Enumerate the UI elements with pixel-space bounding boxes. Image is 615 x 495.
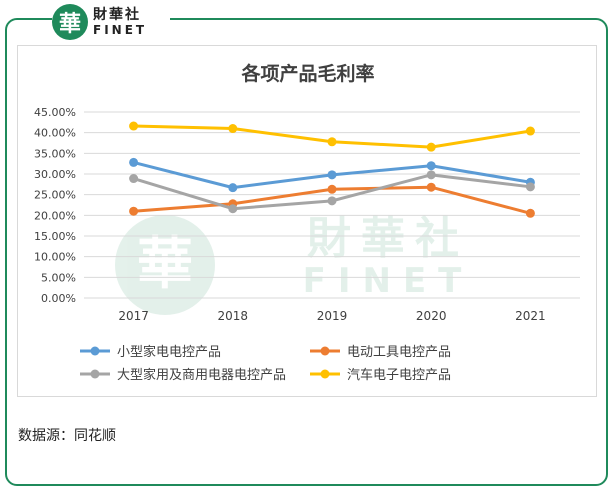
y-tick-label: 15.00%: [34, 230, 76, 243]
legend-marker: [320, 369, 330, 379]
watermark-circle: [115, 215, 215, 315]
chart-container: 華 財華社 FINET 各项产品毛利率 0.00% 5.00% 10.00% 15.0…: [17, 45, 597, 397]
line-chart: 華 財華社 FINET 各项产品毛利率 0.00% 5.00% 10.00% 15.0…: [34, 62, 580, 383]
outer-frame: [5, 18, 608, 486]
data-point: [426, 161, 436, 171]
data-point: [426, 170, 436, 180]
data-point: [327, 137, 337, 147]
x-tick-label: 2021: [515, 309, 546, 323]
watermark: 華 財華社 FINET: [115, 213, 474, 315]
brand-name-en: FINET: [93, 23, 148, 37]
legend-marker: [90, 346, 100, 356]
brand-text: 財華社 FINET: [93, 8, 147, 36]
y-tick-label: 5.00%: [41, 271, 76, 284]
legend-label: 电动工具电控产品: [347, 345, 451, 360]
legend-marker: [320, 346, 330, 356]
data-point: [327, 196, 337, 206]
data-point: [426, 182, 436, 192]
x-tick-label: 2018: [218, 309, 249, 323]
data-point: [525, 208, 535, 218]
data-point: [228, 204, 238, 214]
x-tick-label: 2019: [317, 309, 348, 323]
watermark-mark: 華: [137, 231, 193, 297]
data-point: [327, 184, 337, 194]
data-point: [426, 142, 436, 152]
y-tick-label: 30.00%: [34, 168, 76, 181]
series: [129, 121, 535, 152]
brand-name-cn: 財華社: [93, 7, 141, 23]
y-tick-label: 10.00%: [34, 251, 76, 264]
legend-label: 大型家用及商用电器电控产品: [117, 367, 286, 383]
data-point: [129, 206, 139, 216]
x-tick-label: 2020: [416, 309, 447, 323]
legend-label: 汽车电子电控产品: [347, 367, 451, 383]
data-point: [228, 183, 238, 193]
brand-mark: 華: [52, 4, 88, 40]
y-tick-label: 25.00%: [34, 189, 76, 202]
series: [129, 170, 535, 214]
data-point: [129, 121, 139, 131]
data-point: [525, 182, 535, 192]
y-tick-label: 35.00%: [34, 147, 76, 160]
x-axis: 2017 2018 2019 2020 2021: [118, 309, 545, 323]
chart-title: 各项产品毛利率: [240, 62, 374, 85]
legend-item: 电动工具电控产品: [310, 345, 451, 360]
data-point: [228, 124, 238, 134]
watermark-name-cn: 財華社: [307, 213, 469, 264]
legend-item: 大型家用及商用电器电控产品: [80, 367, 286, 383]
y-axis: 0.00% 5.00% 10.00% 15.00% 20.00% 25.00% 30.00%…: [34, 106, 76, 305]
x-tick-label: 2017: [118, 309, 149, 323]
legend-label: 小型家电电控产品: [117, 344, 221, 360]
y-tick-label: 40.00%: [34, 127, 76, 140]
data-point: [129, 157, 139, 167]
y-tick-label: 0.00%: [41, 292, 76, 305]
data-source: 数据源：同花顺: [18, 428, 116, 444]
data-point: [525, 126, 535, 136]
series-layer: [129, 121, 535, 218]
y-tick-label: 20.00%: [34, 209, 76, 222]
legend-item: 小型家电电控产品: [80, 344, 221, 360]
watermark-name-en: FINET: [303, 261, 474, 301]
data-point: [327, 170, 337, 180]
legend-marker: [90, 369, 100, 379]
y-tick-label: 45.00%: [34, 106, 76, 119]
brand-logo: 華 財華社 FINET: [52, 2, 170, 42]
legend-item: 汽车电子电控产品: [310, 367, 451, 383]
data-point: [129, 174, 139, 184]
